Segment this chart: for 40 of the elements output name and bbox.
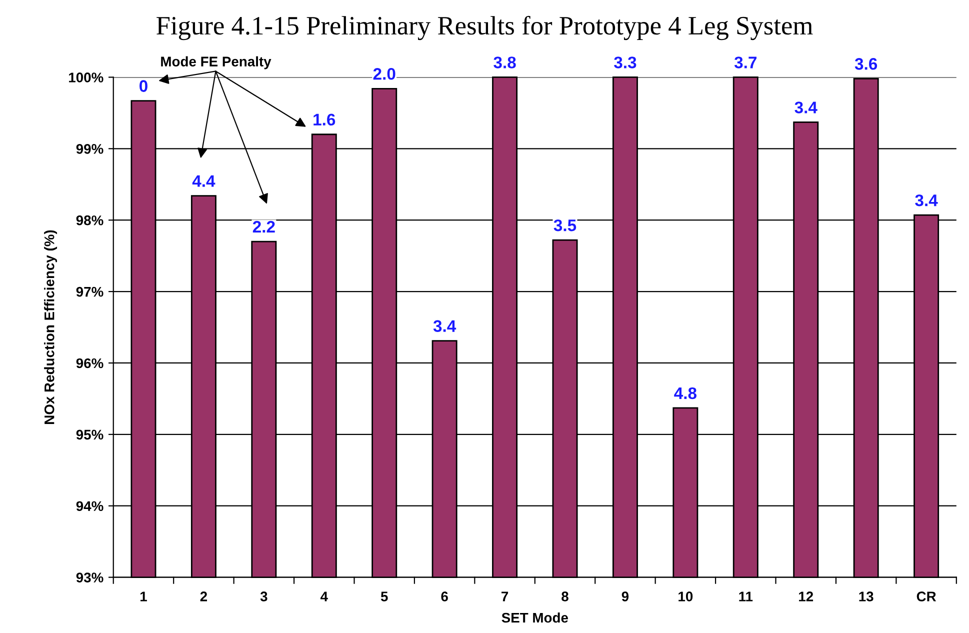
x-tick-label: 4 bbox=[320, 592, 328, 602]
y-tick-label: 94% bbox=[76, 501, 104, 512]
annotation: 3.6 bbox=[854, 58, 878, 70]
y-axis-title: NOx Reduction Efficiency (%) bbox=[44, 230, 58, 424]
y-tick-label: 95% bbox=[76, 430, 104, 440]
annotation: 4.8 bbox=[674, 387, 697, 400]
x-tick-label: 9 bbox=[622, 592, 629, 602]
x-tick-label: 2 bbox=[200, 592, 208, 602]
y-tick-label: 93% bbox=[76, 572, 104, 582]
x-tick-label: 13 bbox=[859, 592, 874, 602]
x-tick-label: 12 bbox=[799, 592, 814, 602]
annotation: 3.4 bbox=[433, 320, 456, 332]
y-tick-label: 97% bbox=[76, 286, 104, 297]
annotation: 0 bbox=[140, 80, 148, 92]
chart-title: Figure 4.1-15 Preliminary Results for Prototype 4 Leg System bbox=[156, 16, 813, 40]
x-tick-label: 10 bbox=[678, 592, 693, 602]
annotation: 3.8 bbox=[494, 56, 516, 68]
x-tick-label: 11 bbox=[739, 592, 753, 602]
x-tick-label: CR bbox=[916, 592, 936, 602]
y-tick-label: 99% bbox=[76, 144, 104, 154]
x-tick-label: 7 bbox=[502, 592, 508, 602]
annotation: 3.5 bbox=[554, 219, 576, 232]
annotation: 2.0 bbox=[373, 68, 396, 80]
annotation: 2.2 bbox=[252, 220, 275, 233]
text: Mode FE Penalty bbox=[161, 56, 272, 70]
annotation: 3.4 bbox=[794, 102, 818, 114]
annotation: 4.4 bbox=[192, 175, 216, 187]
x-tick-label: 1 bbox=[140, 592, 147, 602]
annotation: 3.3 bbox=[614, 56, 636, 68]
annotation: 3.7 bbox=[734, 56, 756, 68]
y-tick-label: 96% bbox=[76, 358, 104, 368]
y-tick-label: 100% bbox=[69, 72, 104, 82]
y-tick-label: 98% bbox=[76, 215, 104, 226]
annotation: 1.6 bbox=[314, 114, 336, 126]
annotation: 3.4 bbox=[915, 194, 938, 206]
x-tick-label: 5 bbox=[380, 592, 388, 602]
x-tick-label: 8 bbox=[562, 592, 568, 602]
x-axis-title: SET Mode bbox=[502, 612, 568, 623]
x-tick-label: 3 bbox=[260, 592, 268, 602]
x-tick-label: 6 bbox=[441, 592, 448, 602]
